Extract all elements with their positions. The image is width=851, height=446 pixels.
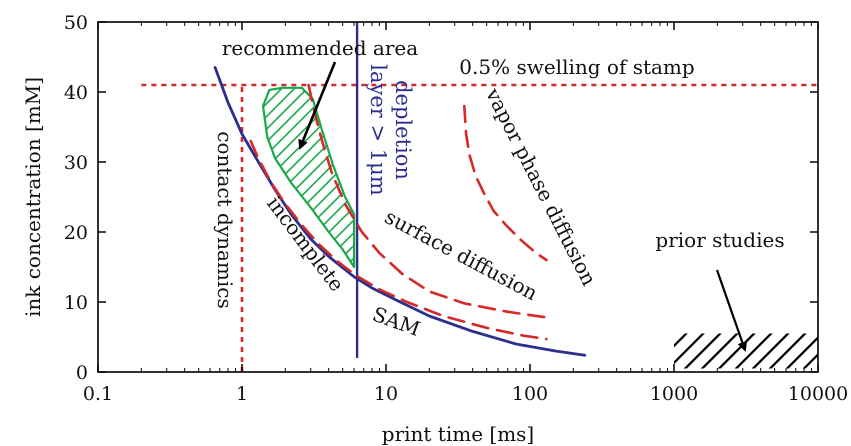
y-axis-label: ink concentration [mM] bbox=[21, 77, 45, 317]
x-tick-label: 10 bbox=[374, 383, 398, 405]
y-tick-label: 30 bbox=[64, 152, 88, 174]
series-line-0 bbox=[213, 66, 587, 357]
annotation-swelling: 0.5% swelling of stamp bbox=[459, 55, 694, 79]
y-tick-label: 20 bbox=[64, 222, 88, 244]
region-recommended-area bbox=[261, 86, 356, 269]
annotation-depletion-layer: layer > 1μm bbox=[366, 64, 390, 196]
y-tick-label: 0 bbox=[76, 362, 88, 384]
annotation-vapor-phase: vapor phase diffusion bbox=[481, 83, 602, 289]
series-layer bbox=[213, 66, 587, 357]
annotation-contact-dynamics: contact dynamics bbox=[213, 131, 237, 308]
annotation-prior-studies: prior studies bbox=[655, 228, 784, 252]
series-line-3 bbox=[463, 104, 548, 262]
y-tick-label: 40 bbox=[64, 82, 88, 104]
region-prior-studies bbox=[674, 333, 818, 369]
series-line-1 bbox=[307, 83, 548, 319]
annotation-recommended-area: recommended area bbox=[222, 36, 418, 60]
series-line-2 bbox=[249, 139, 548, 341]
y-tick-label: 50 bbox=[64, 12, 88, 34]
x-tick-label: 0.1 bbox=[83, 383, 113, 405]
x-tick-label: 100 bbox=[512, 383, 548, 405]
annotation-depletion: depletion bbox=[391, 80, 415, 180]
annotation-arrow-recommended bbox=[298, 61, 337, 150]
regions-layer bbox=[261, 86, 818, 369]
y-tick-label: 10 bbox=[64, 292, 88, 314]
annotation-arrow-prior bbox=[715, 269, 748, 352]
annotation-surface-diffusion: surface diffusion bbox=[381, 204, 542, 305]
plot-frame bbox=[97, 21, 819, 373]
reference-lines-layer bbox=[141, 22, 818, 372]
ticks-layer: 0.1 1 10 100 1000 10000 0 10 20 30 40 50 bbox=[64, 12, 848, 405]
x-tick-label: 1 bbox=[236, 383, 248, 405]
x-tick-label: 1000 bbox=[650, 383, 698, 405]
x-axis-label: print time [ms] bbox=[382, 422, 534, 446]
x-tick-label: 10000 bbox=[788, 383, 848, 405]
